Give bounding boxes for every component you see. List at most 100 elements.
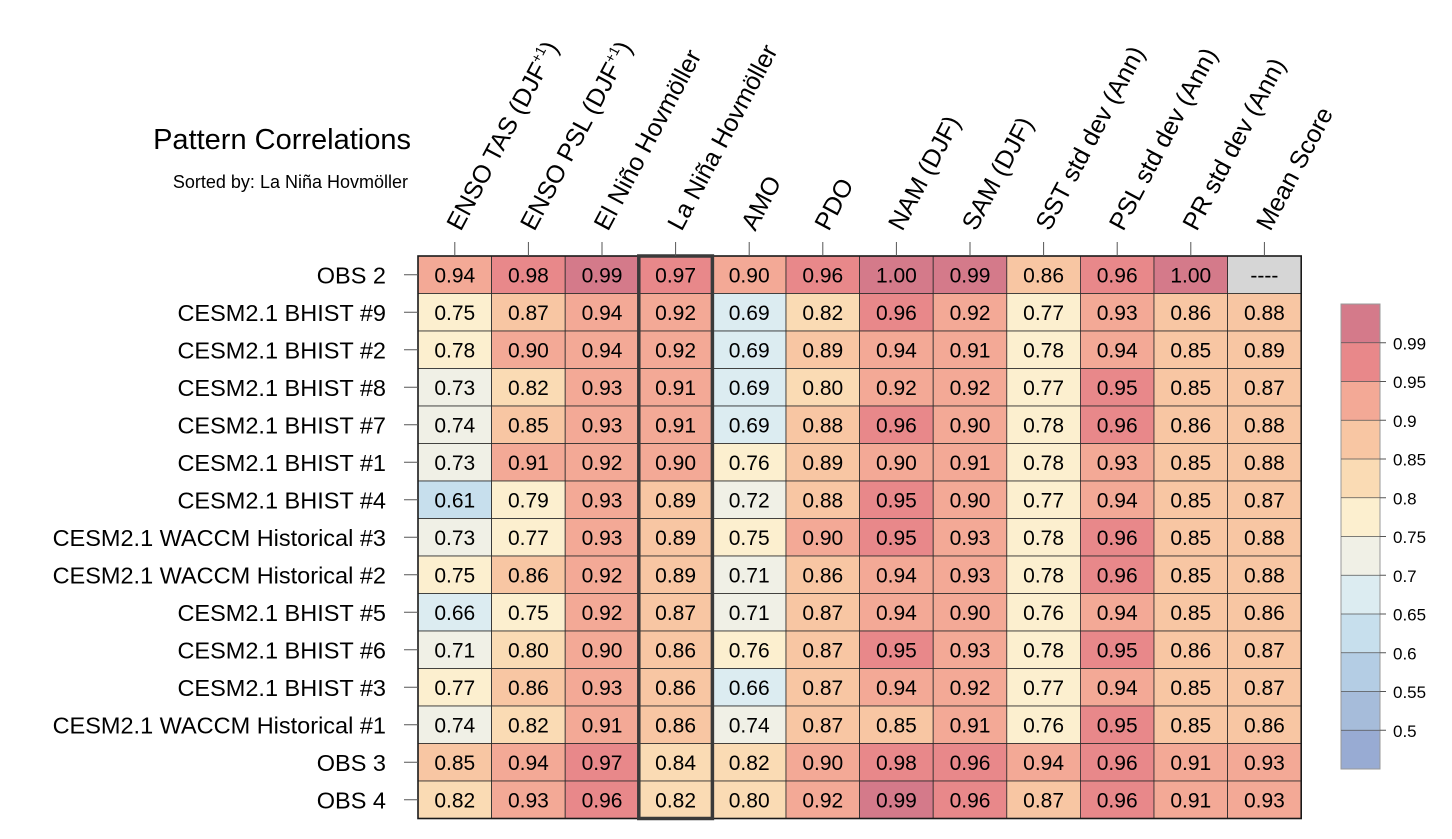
cell-obs-4-enso-psl-djf-1 (491, 780, 566, 819)
cell-cesm2-1-waccm-historical-3-pr-std-dev-ann (1153, 518, 1228, 557)
cell-cesm2-1-bhist-5-psl-std-dev-ann (1080, 593, 1155, 632)
cell-value: 0.88 (1244, 527, 1285, 550)
cell-value: 0.71 (729, 564, 770, 587)
row-label-cesm2-1-bhist-3: CESM2.1 BHIST #3 (177, 675, 386, 701)
column-label-amo: AMO (736, 171, 787, 234)
cell-cesm2-1-bhist-6-pdo (785, 630, 860, 669)
cell-value: 0.74 (434, 714, 475, 737)
cell-value: 0.88 (1244, 452, 1285, 475)
colorbar-label: 0.6 (1393, 644, 1417, 663)
cell-value: 0.94 (876, 564, 917, 587)
cell-value: 0.87 (508, 302, 549, 325)
row-label-obs-2: OBS 2 (317, 262, 386, 288)
cell-value: 0.86 (1244, 714, 1285, 737)
colorbar-label: 0.95 (1393, 373, 1426, 392)
cell-cesm2-1-bhist-4-mean-score (1227, 480, 1302, 519)
cell-obs-4-el-ni-o-hovm-ller (564, 780, 640, 819)
cell-value: 0.92 (655, 339, 696, 362)
cell-value: 0.93 (1244, 789, 1285, 812)
cell-value: 0.78 (1023, 414, 1064, 437)
cell-cesm2-1-bhist-2-nam-djf (859, 330, 934, 369)
cell-cesm2-1-waccm-historical-2-pdo (785, 555, 860, 594)
colorbar-segment (1341, 304, 1380, 343)
cell-cesm2-1-bhist-1-psl-std-dev-ann (1080, 443, 1155, 482)
cell-value: 0.96 (1097, 564, 1138, 587)
cell-obs-4-sst-std-dev-ann (1006, 780, 1081, 819)
cell-value: 0.92 (582, 602, 623, 625)
cell-value: 0.85 (1170, 452, 1211, 475)
cell-value: 0.69 (729, 414, 770, 437)
cell-value: 0.85 (1170, 677, 1211, 700)
cell-value: 0.86 (1170, 414, 1211, 437)
row-label-cesm2-1-waccm-historical-2: CESM2.1 WACCM Historical #2 (53, 562, 386, 588)
cell-cesm2-1-bhist-5-sam-djf (932, 593, 1008, 632)
cell-value: 0.82 (655, 789, 696, 812)
cell-cesm2-1-waccm-historical-2-sam-djf (932, 555, 1008, 594)
colorbar-segment (1341, 730, 1380, 769)
cell-value: 0.87 (1244, 489, 1285, 512)
cell-cesm2-1-waccm-historical-1-pr-std-dev-ann (1153, 705, 1228, 744)
cell-obs-3-psl-std-dev-ann (1080, 743, 1155, 782)
colorbar-segment (1341, 691, 1380, 731)
cell-value: 0.89 (655, 489, 696, 512)
cell-value: 0.80 (508, 639, 549, 662)
cell-value: 0.85 (876, 714, 917, 737)
cell-value: 0.87 (802, 677, 843, 700)
cell-cesm2-1-bhist-1-amo (712, 443, 787, 482)
cell-cesm2-1-bhist-5-nam-djf (859, 593, 934, 632)
cell-value: 0.87 (1023, 789, 1064, 812)
cell-cesm2-1-bhist-4-el-ni-o-hovm-ller (564, 480, 640, 519)
cell-value: 0.93 (950, 564, 991, 587)
cell-value: 0.77 (1023, 377, 1064, 400)
row-label-cesm2-1-bhist-1: CESM2.1 BHIST #1 (177, 450, 386, 476)
cell-cesm2-1-bhist-7-psl-std-dev-ann (1080, 405, 1155, 444)
cell-value: 0.87 (1244, 377, 1285, 400)
cell-cesm2-1-waccm-historical-2-psl-std-dev-ann (1080, 555, 1155, 594)
cell-cesm2-1-bhist-9-nam-djf (859, 293, 934, 332)
column-label-mean-score: Mean Score (1251, 103, 1339, 235)
cell-cesm2-1-bhist-7-pdo (785, 405, 860, 444)
cell-value: 0.96 (876, 414, 917, 437)
cell-value: 0.96 (802, 264, 843, 287)
cell-value: 0.85 (1170, 564, 1211, 587)
cell-value: 0.77 (1023, 302, 1064, 325)
cell-value: 0.93 (1097, 302, 1138, 325)
cell-value: 0.89 (655, 564, 696, 587)
cell-value: 0.94 (1097, 339, 1138, 362)
cell-value: 0.86 (508, 564, 549, 587)
cell-value: 0.94 (582, 302, 623, 325)
cell-value: 0.85 (508, 414, 549, 437)
cell-cesm2-1-bhist-2-enso-psl-djf-1 (491, 330, 566, 369)
row-label-obs-4: OBS 4 (317, 787, 386, 813)
cell-value: 0.86 (655, 714, 696, 737)
colorbar-segment (1341, 536, 1380, 576)
row-label-cesm2-1-bhist-7: CESM2.1 BHIST #7 (177, 412, 386, 438)
cell-cesm2-1-waccm-historical-2-enso-psl-djf-1 (491, 555, 566, 594)
cell-value: 0.96 (1097, 752, 1138, 775)
cell-obs-4-nam-djf (859, 780, 934, 819)
cell-cesm2-1-bhist-4-sam-djf (932, 480, 1008, 519)
cell-value: 0.88 (1244, 302, 1285, 325)
colorbar-label: 0.85 (1393, 451, 1426, 470)
cell-value: ---- (1250, 264, 1278, 287)
cell-value: 0.91 (655, 414, 696, 437)
cell-value: 0.77 (434, 677, 475, 700)
cell-obs-2-psl-std-dev-ann (1080, 255, 1155, 294)
cell-value: 0.99 (876, 789, 917, 812)
cell-cesm2-1-waccm-historical-1-enso-psl-djf-1 (491, 705, 566, 744)
cell-cesm2-1-waccm-historical-3-sst-std-dev-ann (1006, 518, 1081, 557)
cell-value: 0.78 (1023, 452, 1064, 475)
cell-obs-3-nam-djf (859, 743, 934, 782)
cell-value: 0.89 (1244, 339, 1285, 362)
cell-cesm2-1-bhist-4-enso-psl-djf-1 (491, 480, 566, 519)
cell-cesm2-1-bhist-3-amo (712, 668, 787, 707)
cell-value: 0.82 (802, 302, 843, 325)
colorbar-label: 0.7 (1393, 567, 1417, 586)
column-label-pdo: PDO (809, 174, 859, 235)
cell-cesm2-1-bhist-7-sam-djf (932, 405, 1008, 444)
cell-obs-3-sst-std-dev-ann (1006, 743, 1081, 782)
cell-value: 0.86 (802, 564, 843, 587)
cell-value: 0.88 (802, 489, 843, 512)
cell-obs-3-pdo (785, 743, 860, 782)
